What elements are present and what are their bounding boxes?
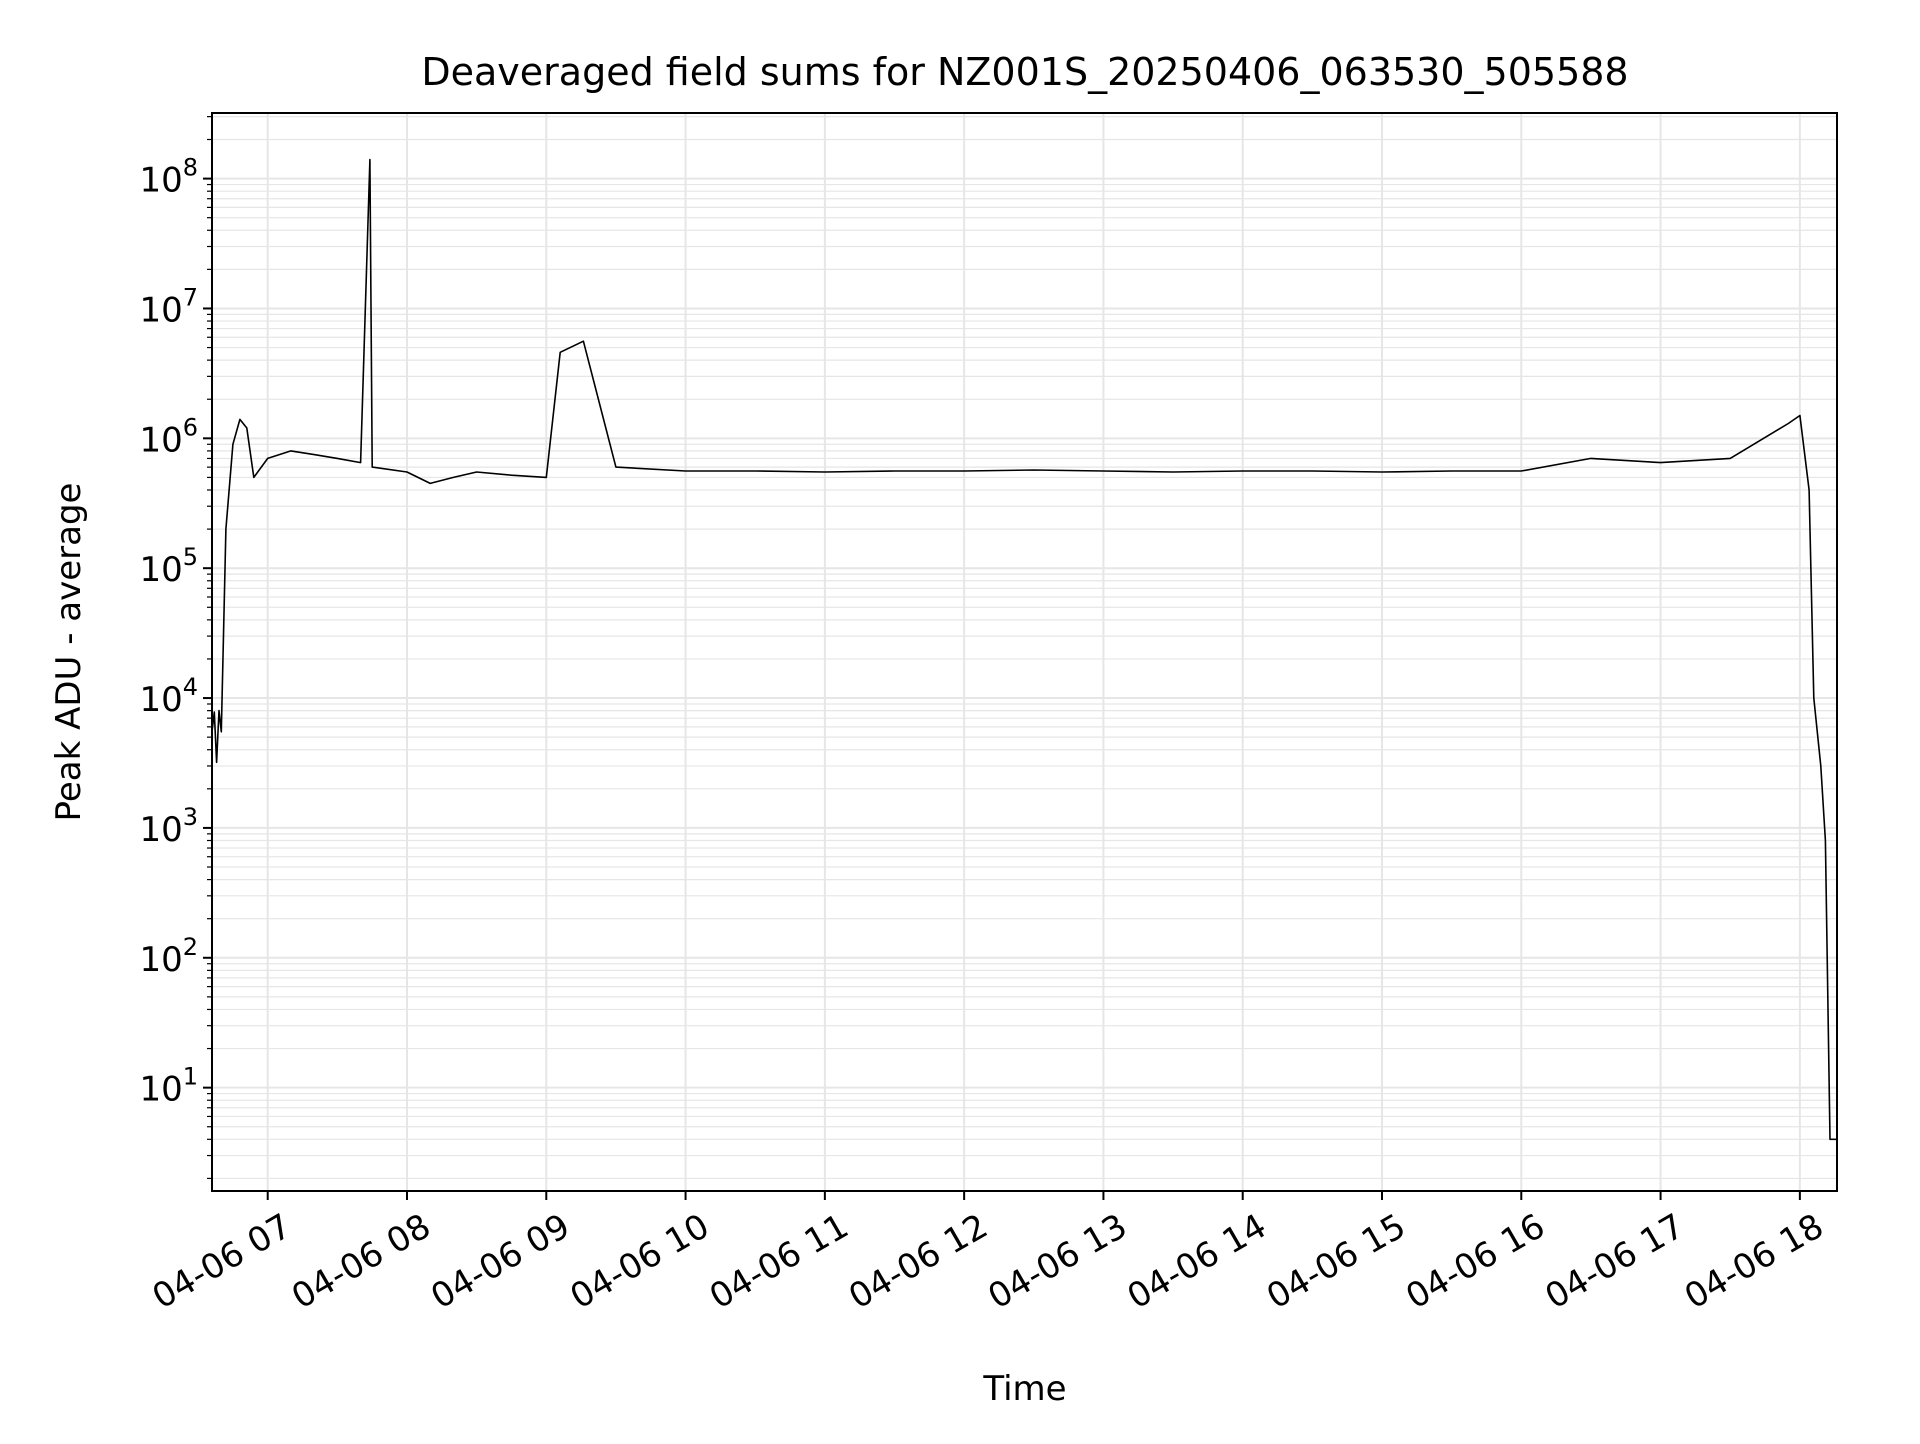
- y-axis-label: Peak ADU - average: [49, 483, 89, 822]
- axes-frame: [211, 112, 1838, 1192]
- x-axis-label: Time: [982, 1369, 1066, 1409]
- major-grid: [212, 113, 1837, 1191]
- series-layer: [211, 158, 1837, 1141]
- y-tick-label: 101: [139, 1063, 198, 1110]
- series-line: [211, 158, 1837, 1141]
- minor-grid: [212, 116, 1837, 1180]
- y-tick-label: 102: [139, 933, 198, 980]
- y-axis: 101 102 103 104 105 106 107 108: [139, 116, 212, 1180]
- y-tick-label: 107: [139, 283, 198, 330]
- y-tick-label: 105: [139, 543, 198, 590]
- chart-title: Deaveraged field sums for NZ001S_2025040…: [421, 50, 1628, 94]
- y-tick-label: 103: [139, 803, 198, 850]
- y-tick-label: 106: [139, 413, 198, 460]
- y-tick-label: 108: [139, 154, 198, 201]
- y-tick-label: 104: [139, 673, 198, 720]
